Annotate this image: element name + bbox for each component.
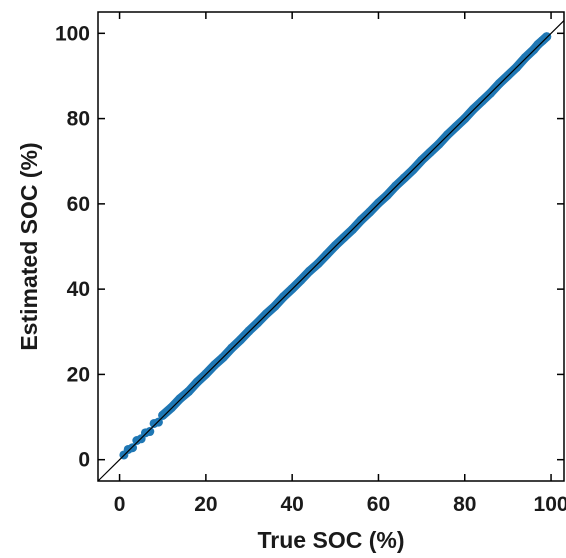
x-tick-label: 60: [367, 493, 390, 516]
x-tick-label: 100: [534, 493, 566, 516]
x-tick-label: 20: [194, 493, 217, 516]
x-tick-label: 0: [114, 493, 126, 516]
y-tick-label: 0: [78, 449, 90, 472]
data-point: [158, 410, 168, 420]
y-tick-label: 100: [55, 22, 90, 45]
data-point: [520, 53, 530, 63]
y-tick-label: 40: [67, 278, 90, 301]
y-tick-label: 80: [67, 108, 90, 131]
data-point: [145, 427, 155, 437]
x-tick-label: 40: [280, 493, 303, 516]
y-tick-label: 20: [67, 363, 90, 386]
x-axis-label: True SOC (%): [258, 527, 405, 553]
y-axis-label: Estimated SOC (%): [16, 142, 42, 350]
data-point: [175, 394, 185, 404]
axis-ticks: 0 20 40 60 80 100 0 20 40 60 80 100: [55, 12, 566, 516]
reference-line: [97, 20, 565, 482]
plot-area: [97, 11, 565, 482]
x-tick-label: 80: [453, 493, 476, 516]
y-tick-label: 60: [67, 193, 90, 216]
